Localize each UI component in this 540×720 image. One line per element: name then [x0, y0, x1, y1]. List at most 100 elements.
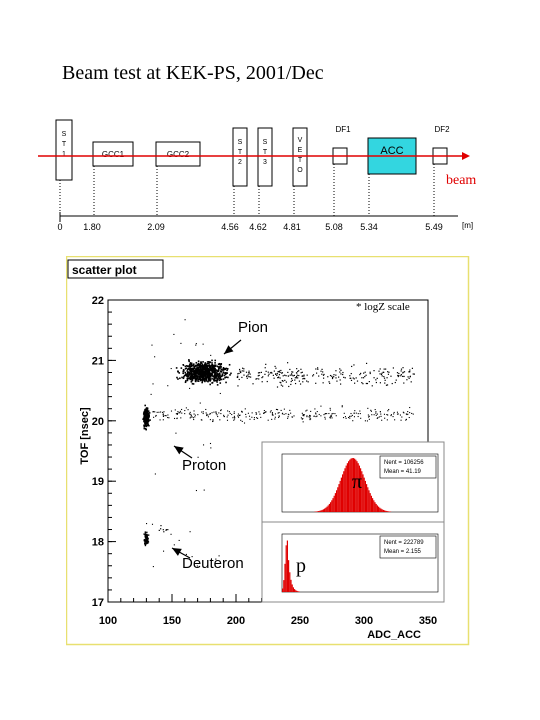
annotation-label: Pion [238, 319, 268, 336]
data-point [237, 413, 239, 415]
detector-veto [292, 127, 308, 187]
data-point [205, 376, 208, 378]
data-point [198, 364, 201, 366]
data-point [186, 375, 188, 377]
histogram-bar [380, 508, 382, 512]
histogram-bar [344, 468, 346, 512]
position-label: 5.34 [360, 222, 378, 232]
data-point [201, 381, 203, 384]
data-point [198, 371, 200, 374]
data-point [199, 368, 201, 371]
data-point [362, 383, 364, 385]
data-point [160, 411, 162, 413]
data-point [383, 377, 386, 379]
data-point [200, 369, 202, 372]
detector-st2 [232, 127, 248, 187]
data-point [200, 419, 202, 421]
histogram-bar [290, 579, 292, 592]
data-point [266, 380, 268, 383]
data-point [334, 413, 336, 415]
data-point [210, 374, 213, 376]
data-point [203, 377, 205, 380]
data-point [195, 344, 197, 346]
x-axis-label: ADC_ACC [367, 629, 421, 641]
data-point [202, 377, 204, 379]
data-point [220, 370, 223, 372]
data-point [217, 377, 220, 379]
data-point [322, 382, 324, 384]
data-point [354, 410, 356, 412]
data-point [306, 416, 308, 418]
data-point [201, 371, 204, 374]
data-point [146, 535, 148, 537]
data-point [200, 362, 203, 364]
data-point [220, 409, 222, 411]
data-point [195, 378, 198, 381]
data-point [196, 363, 199, 366]
data-point [190, 370, 193, 372]
data-point [206, 367, 209, 370]
data-point [248, 415, 251, 417]
data-point [217, 366, 220, 368]
histogram-bar [318, 511, 320, 512]
histogram-bar [285, 545, 287, 592]
data-point [277, 409, 279, 411]
data-point [359, 410, 361, 412]
data-point [295, 377, 298, 379]
data-point [218, 372, 221, 375]
data-point [339, 368, 341, 370]
data-point [396, 372, 399, 374]
data-point [144, 412, 147, 415]
data-point [146, 531, 148, 534]
data-point [267, 419, 269, 421]
data-point [204, 379, 206, 382]
histogram-bar [316, 511, 318, 512]
data-point [326, 413, 328, 415]
data-point [238, 378, 240, 381]
histogram-bar [283, 580, 285, 592]
data-point [275, 373, 277, 375]
data-point [191, 364, 194, 367]
data-point [340, 383, 342, 385]
data-point [176, 376, 178, 379]
data-point [202, 366, 205, 369]
data-point [355, 412, 357, 414]
data-point [145, 523, 148, 525]
data-point [144, 532, 147, 534]
data-point [306, 380, 308, 382]
data-point [298, 380, 301, 382]
data-point [281, 372, 283, 374]
data-point [220, 375, 223, 378]
data-point [218, 366, 221, 368]
data-point [293, 415, 295, 417]
data-point [399, 414, 401, 416]
data-point [210, 372, 213, 375]
data-point [175, 413, 177, 415]
data-point [178, 539, 180, 541]
histogram-bar [322, 509, 324, 512]
data-point [289, 368, 291, 371]
data-point [191, 556, 193, 558]
data-point [306, 415, 308, 417]
particle-symbol: π [352, 471, 362, 493]
detector-df1-label: DF1 [335, 125, 351, 134]
data-point [350, 372, 352, 375]
data-point [276, 374, 278, 377]
data-point [179, 377, 181, 380]
data-point [330, 415, 333, 417]
data-point [185, 365, 188, 367]
data-point [167, 385, 169, 387]
data-point [249, 373, 251, 375]
data-point [145, 424, 148, 427]
data-point [290, 412, 292, 414]
data-point [202, 361, 204, 363]
data-point [220, 410, 222, 412]
panel-label-box [67, 259, 164, 279]
data-point [375, 379, 377, 381]
data-point [221, 373, 224, 375]
data-point [215, 411, 217, 413]
data-point [287, 416, 289, 418]
data-point [149, 419, 151, 421]
data-point [194, 416, 196, 418]
